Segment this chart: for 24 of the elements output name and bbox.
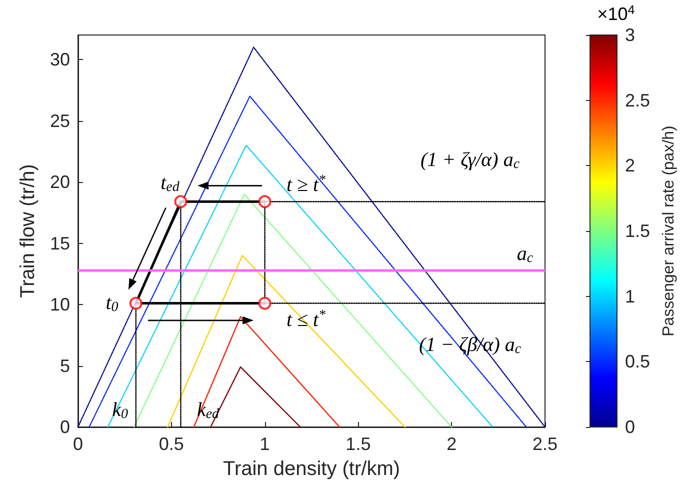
x-tick-label: 1 bbox=[260, 434, 270, 454]
x-tick-label: 0.5 bbox=[158, 434, 184, 454]
x-tick-label: 2.5 bbox=[532, 434, 558, 454]
color-bar-label: 3 bbox=[625, 25, 636, 45]
x-axis-title: Train density (tr/km) bbox=[222, 458, 400, 480]
color-bar-label: 2 bbox=[625, 156, 636, 176]
y-tick-label: 25 bbox=[50, 110, 70, 131]
color-bar-label: 0.5 bbox=[625, 352, 650, 372]
y-axis-title: Train flow (tr/h) bbox=[17, 164, 39, 298]
annotation: t ≥ t* bbox=[286, 173, 326, 196]
y-tick-label: 0 bbox=[60, 417, 70, 437]
y-tick-label: 20 bbox=[50, 172, 70, 192]
x-tick-label: 1.5 bbox=[346, 434, 371, 454]
x-tick-label: 0 bbox=[72, 434, 84, 454]
y-tick-label: 10 bbox=[50, 294, 70, 314]
x-tick-label: 2 bbox=[446, 434, 457, 454]
color-bar-label: 1.5 bbox=[625, 221, 650, 241]
color-bar-title: Passenger arrival rate (pax/h) bbox=[660, 126, 678, 336]
color-bar-label: 2.5 bbox=[625, 90, 650, 110]
y-tick-label: 5 bbox=[60, 356, 70, 376]
y-tick-label: 15 bbox=[50, 233, 70, 254]
color-bar-label: 1 bbox=[625, 286, 636, 306]
y-tick-label: 30 bbox=[50, 50, 70, 70]
color-bar-label: 0 bbox=[625, 417, 636, 437]
